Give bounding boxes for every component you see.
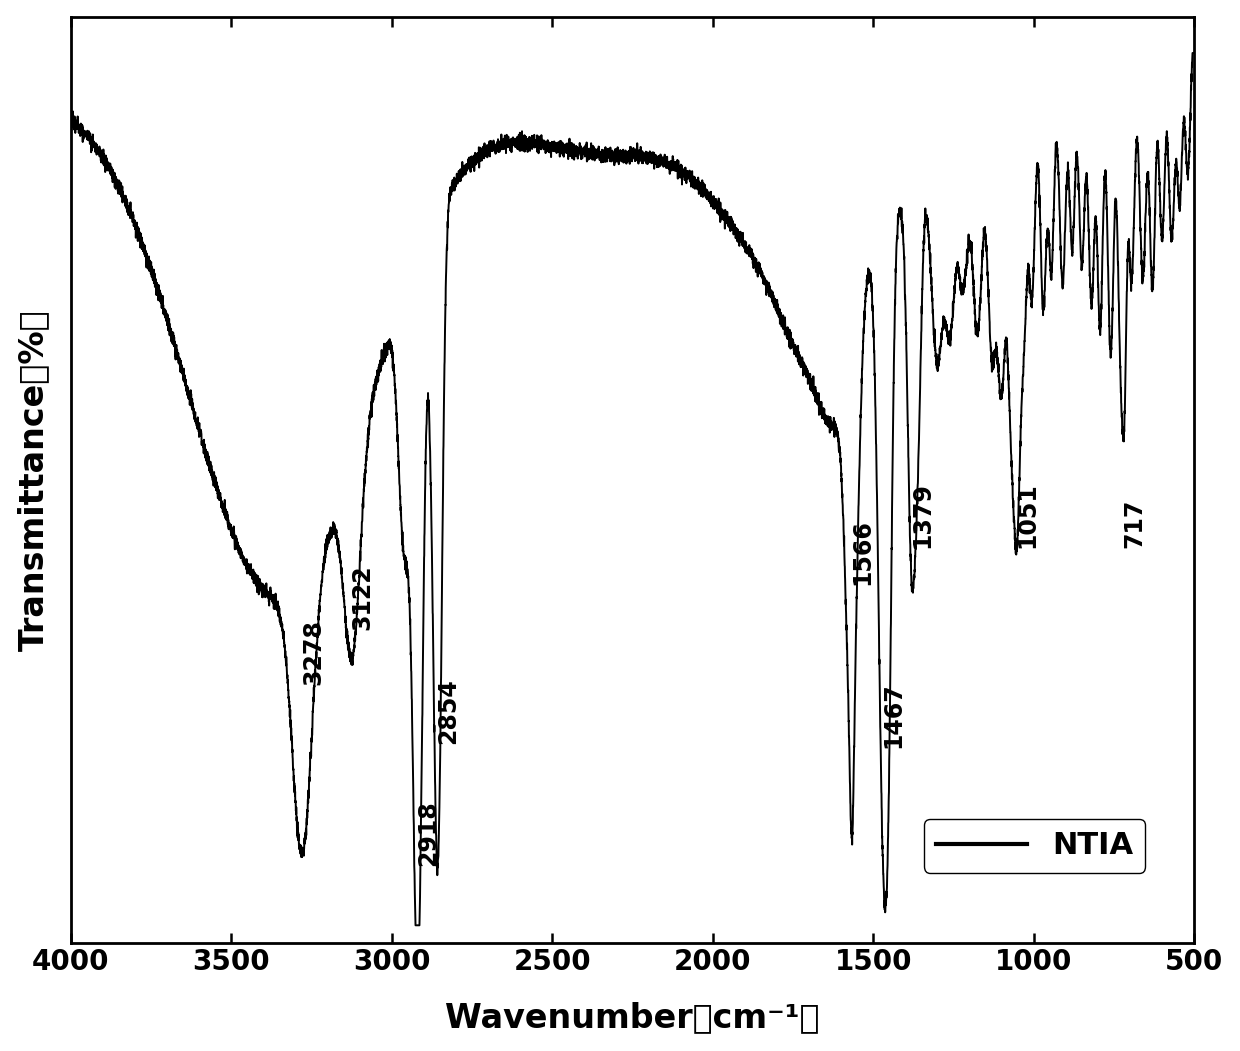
Text: 3122: 3122 <box>351 564 374 630</box>
Text: 1566: 1566 <box>851 519 874 584</box>
Text: 3278: 3278 <box>301 619 325 684</box>
Legend: NTIA: NTIA <box>924 819 1146 872</box>
Y-axis label: Transmittance（%）: Transmittance（%） <box>16 309 50 651</box>
Text: 1467: 1467 <box>882 682 905 748</box>
Text: 1379: 1379 <box>910 482 934 549</box>
Text: 1051: 1051 <box>1016 482 1039 549</box>
Text: 2918: 2918 <box>415 801 440 866</box>
Text: 717: 717 <box>1122 499 1147 549</box>
Text: 2854: 2854 <box>436 678 460 743</box>
X-axis label: Wavenumber（cm⁻¹）: Wavenumber（cm⁻¹） <box>445 1002 820 1034</box>
